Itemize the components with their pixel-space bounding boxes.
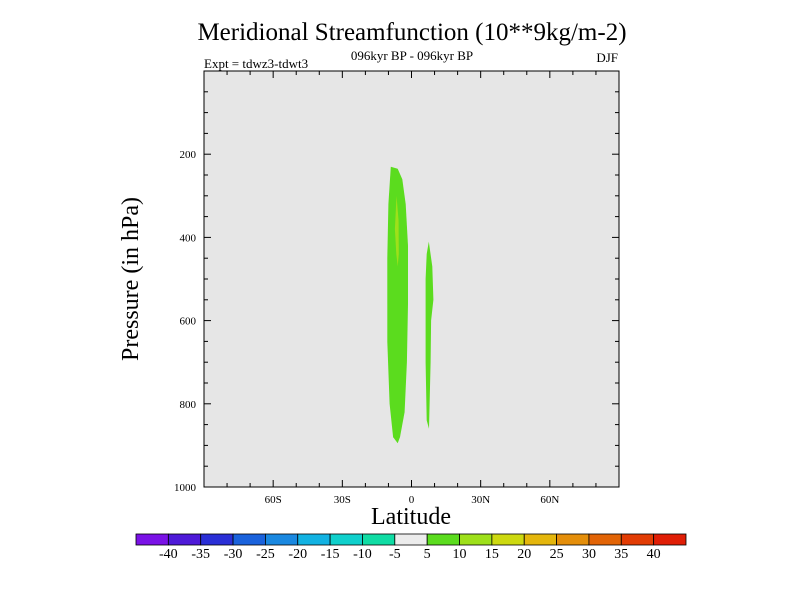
x-tick-label: 60N: [540, 494, 559, 506]
colorbar-label: 15: [485, 547, 499, 562]
contour-region-1: [394, 195, 399, 267]
season-label: DJF: [596, 50, 618, 65]
colorbar-label: -25: [256, 547, 275, 562]
x-axis-label: Latitude: [371, 504, 451, 530]
colorbar-label: -30: [224, 547, 243, 562]
colorbar-box: [394, 533, 428, 546]
colorbar-box: [426, 533, 460, 546]
contour-region-2: [425, 241, 434, 429]
colorbar-label: 35: [614, 547, 628, 562]
colorbar-box: [232, 533, 266, 546]
colorbar-box: [265, 533, 299, 546]
colorbar-label: 40: [647, 547, 661, 562]
x-tick-label: 30N: [471, 494, 490, 506]
colorbar-label: 5: [424, 547, 431, 562]
colorbar-box: [297, 533, 331, 546]
contour-regions: [387, 166, 434, 444]
colorbar-box: [362, 533, 396, 546]
x-tick-label: 60S: [265, 494, 282, 506]
colorbar: -40 -35 -30 -25 -20 -15 -10 -5 5 10 15 20 25 30 35 40: [135, 533, 687, 562]
x-axis-ticks: 60S 30S 0 30N 60N: [203, 71, 620, 506]
chart-title: Meridional Streamfunction (10**9kg/m-2): [197, 19, 626, 46]
colorbar-label: -20: [288, 547, 307, 562]
colorbar-label: 20: [517, 547, 531, 562]
colorbar-box: [167, 533, 202, 546]
y-tick-label: 800: [180, 399, 197, 411]
colorbar-label: -10: [353, 547, 372, 562]
plot-background: [204, 71, 619, 487]
colorbar-label: -35: [191, 547, 210, 562]
colorbar-label: 25: [550, 547, 564, 562]
y-axis-ticks: 200 400 600 800 1000: [174, 70, 619, 494]
y-tick-label: 400: [180, 232, 197, 244]
colorbar-label: -5: [389, 547, 401, 562]
colorbar-label: 30: [582, 547, 596, 562]
colorbar-box: [523, 533, 557, 546]
colorbar-box: [620, 533, 655, 546]
colorbar-box: [653, 533, 687, 546]
colorbar-box: [200, 533, 234, 546]
colorbar-box: [491, 533, 525, 546]
colorbar-label: -40: [159, 547, 178, 562]
x-tick-label: 0: [409, 494, 415, 506]
colorbar-box: [459, 533, 493, 546]
colorbar-box: [556, 533, 590, 546]
contour-region-0: [387, 166, 408, 444]
y-tick-label: 1000: [174, 482, 197, 494]
colorbar-box: [135, 533, 169, 546]
colorbar-box: [329, 533, 363, 546]
colorbar-label: -15: [321, 547, 340, 562]
colorbar-box: [588, 533, 622, 546]
experiment-label: Expt = tdwz3-tdwt3: [204, 56, 308, 71]
chart-subtitle: 096kyr BP - 096kyr BP: [351, 48, 473, 63]
y-tick-label: 200: [180, 149, 197, 161]
colorbar-label: 10: [453, 547, 467, 562]
x-tick-label: 30S: [334, 494, 351, 506]
y-tick-label: 600: [180, 316, 197, 328]
y-axis-label: Pressure (in hPa): [118, 197, 144, 361]
